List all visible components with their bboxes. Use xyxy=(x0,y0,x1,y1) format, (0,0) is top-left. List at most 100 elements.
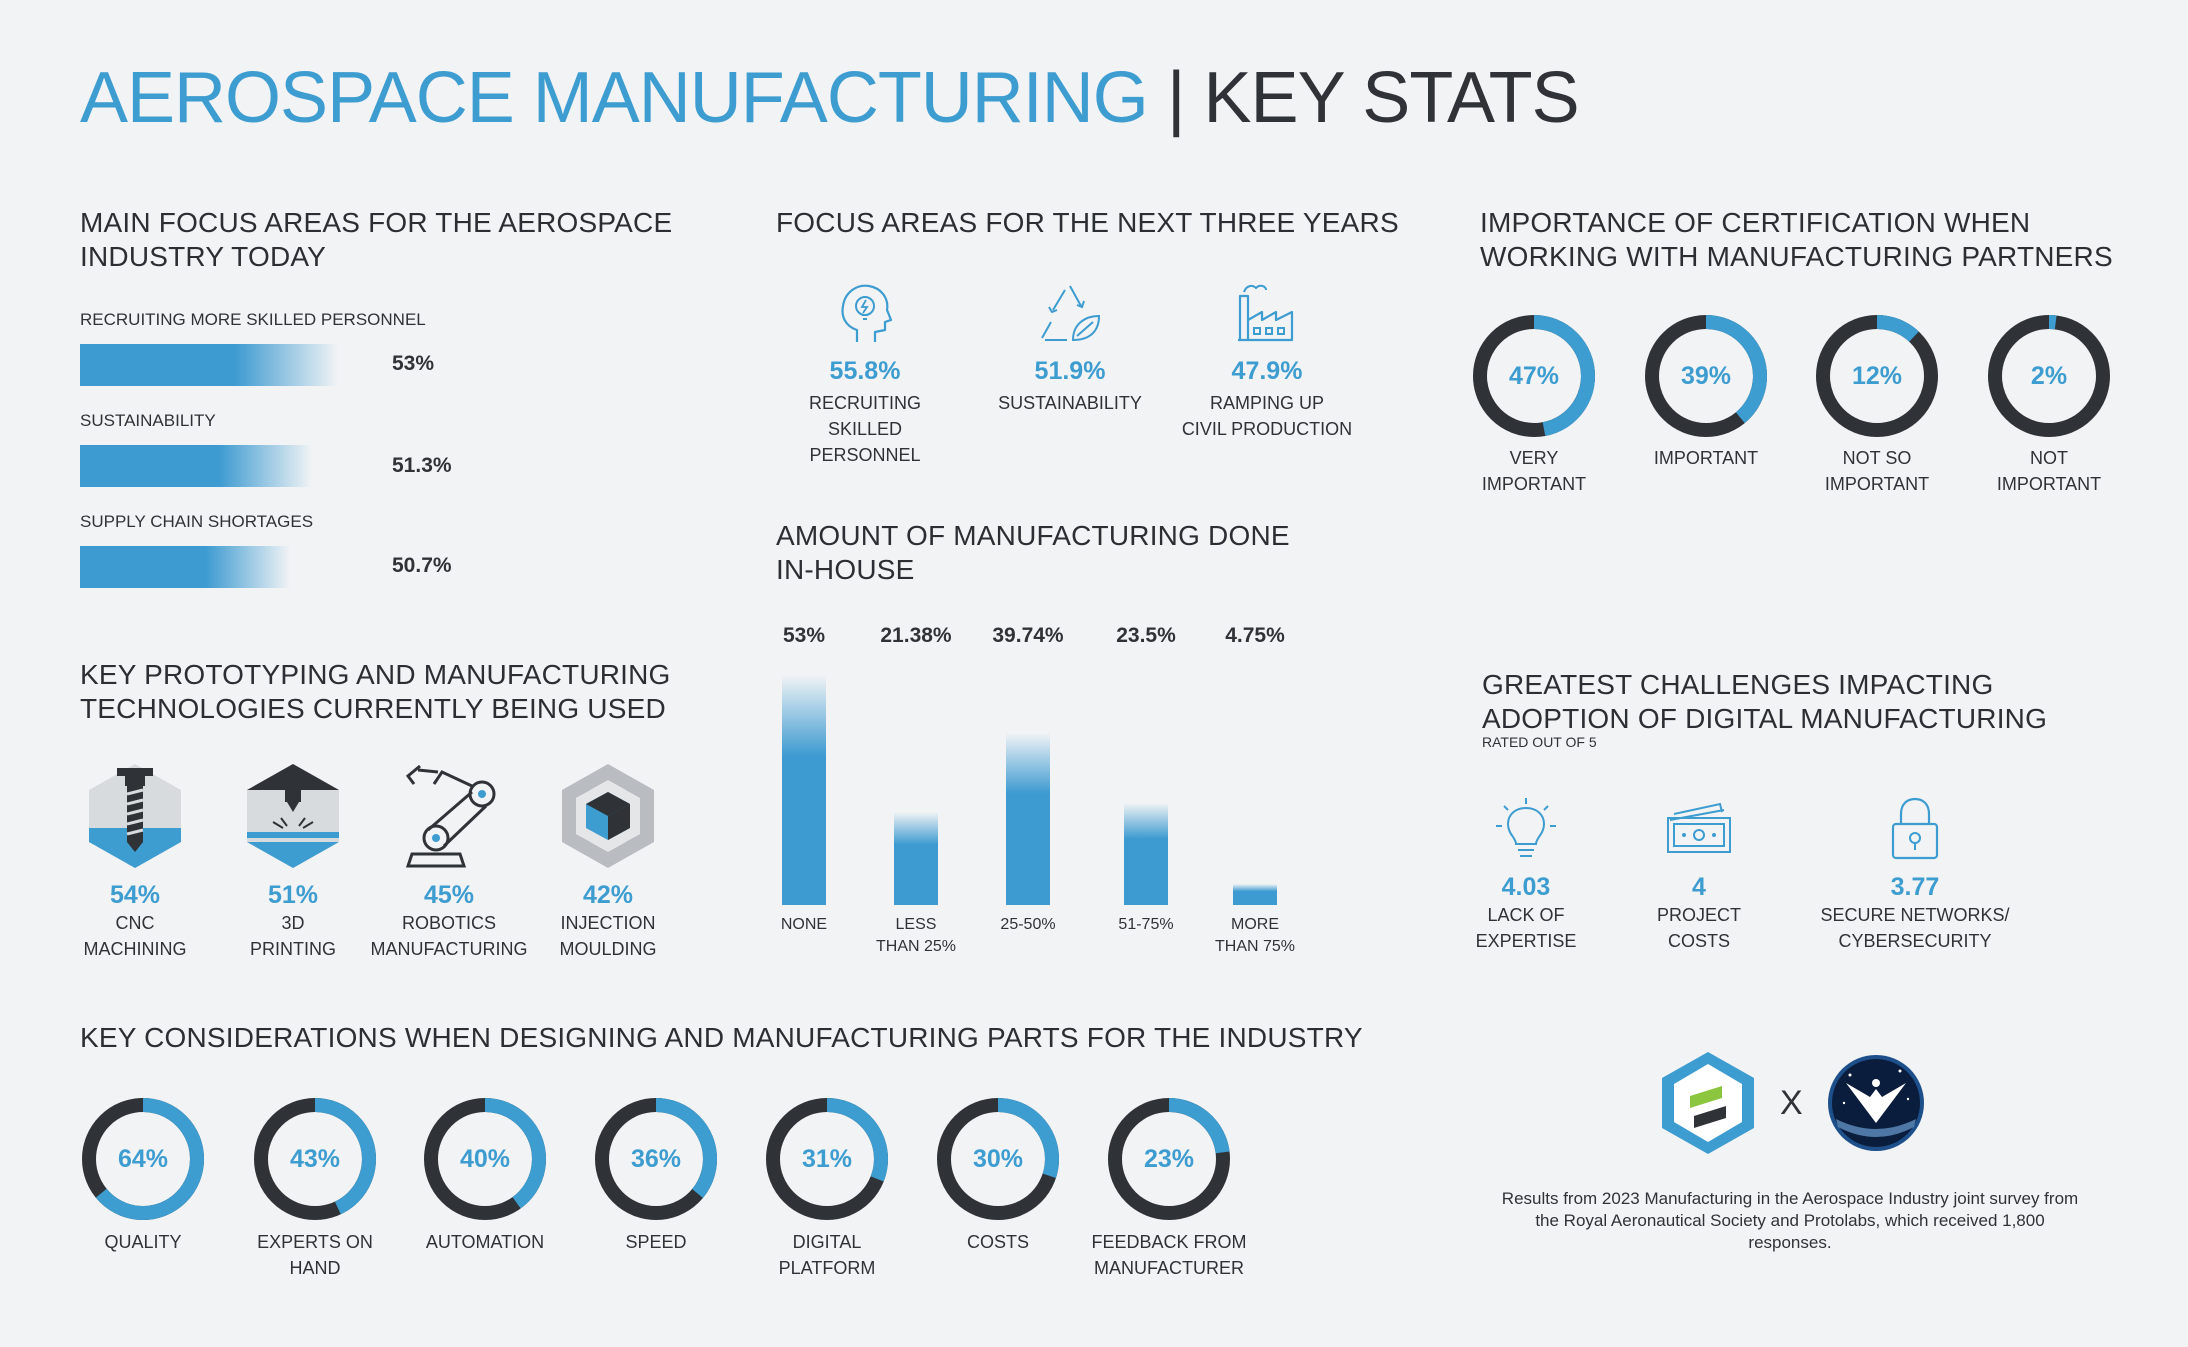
padlock-icon xyxy=(1891,797,1939,860)
certification-0-value: 47% xyxy=(1508,362,1560,390)
money-icon xyxy=(1667,802,1731,853)
tech-item-robotics: 45% ROBOTICS MANUFACTURING xyxy=(364,762,534,962)
technologies-heading: KEY PROTOTYPING AND MANUFACTURING TECHNO… xyxy=(80,659,671,724)
challenge-item-expertise: 4.03 LACK OF EXPERTISE xyxy=(1446,796,1606,954)
consideration-5-arc xyxy=(937,1098,1059,1220)
focus-today-bar-1 xyxy=(80,344,338,386)
inhouse-bar-1 xyxy=(894,812,938,905)
consideration-1-donut: 43% xyxy=(252,1096,378,1222)
focus-today-value-3: 50.7% xyxy=(392,554,452,577)
consideration-2-caption: AUTOMATION xyxy=(425,1232,545,1252)
consideration-2-arc xyxy=(424,1098,546,1220)
certification-3-value: 2% xyxy=(2030,362,2068,390)
tech-item-3d-printing: 51% 3D PRINTING xyxy=(218,762,368,962)
consideration-5-caption: COSTS xyxy=(966,1232,1029,1252)
challenges-note: RATED OUT OF 5 xyxy=(1482,734,1597,750)
protolabs-logo xyxy=(1660,1050,1756,1161)
inhouse-heading: AMOUNT OF MANUFACTURING DONE IN-HOUSE xyxy=(776,520,1290,585)
inhouse-value-label-2: 39.74% xyxy=(992,624,1064,647)
consideration-1-caption: EXPERTS ON HAND xyxy=(257,1232,373,1278)
focus-next-item-3: 47.9% RAMPING UP CIVIL PRODUCTION xyxy=(1177,280,1357,442)
cnc-drill-icon xyxy=(89,764,181,868)
consideration-4-caption: DIGITAL PLATFORM xyxy=(778,1232,876,1278)
lightbulb-head-icon xyxy=(841,284,893,342)
footer-note: Results from 2023 Manufacturing in the A… xyxy=(1501,1189,2079,1252)
certification-2-donut: 12% xyxy=(1814,313,1940,439)
inhouse-bar-4 xyxy=(1233,884,1277,905)
focus-next-heading: FOCUS AREAS FOR THE NEXT THREE YEARS xyxy=(776,207,1399,238)
certification-1-caption: IMPORTANT xyxy=(1653,448,1759,468)
consideration-3-value: 36% xyxy=(630,1145,682,1173)
inhouse-category-0: NONE xyxy=(780,916,828,933)
focus-today-value-1: 53% xyxy=(392,352,435,375)
consideration-3-caption: SPEED xyxy=(625,1232,687,1252)
logo-cross: X xyxy=(1780,1084,1803,1122)
inhouse-bar-0 xyxy=(782,675,826,905)
certification-2-arc xyxy=(1816,315,1938,437)
inhouse-category-1: LESS THAN 25% xyxy=(875,916,957,955)
consideration-1-value: 43% xyxy=(289,1145,341,1173)
inhouse-category-4: MORE THAN 75% xyxy=(1214,916,1296,955)
injection-mould-icon xyxy=(562,764,654,868)
consideration-5-donut: 30% xyxy=(935,1096,1061,1222)
certification-1-arc xyxy=(1645,315,1767,437)
focus-next-item-2: 51.9% SUSTAINABILITY xyxy=(980,280,1160,416)
certification-3-arc xyxy=(1988,315,2110,437)
focus-today-label-3: SUPPLY CHAIN SHORTAGES xyxy=(80,512,314,531)
focus-today-bar-2 xyxy=(80,445,312,487)
certification-0-caption: VERY IMPORTANT xyxy=(1481,448,1587,494)
certification-3-donut: 2% xyxy=(1986,313,2112,439)
consideration-0-caption: QUALITY xyxy=(104,1232,182,1252)
inhouse-category-3: 51-75% xyxy=(1118,916,1174,933)
title-sub: KEY STATS xyxy=(1203,58,1580,138)
consideration-6-donut: 23% xyxy=(1106,1096,1232,1222)
considerations-heading: KEY CONSIDERATIONS WHEN DESIGNING AND MA… xyxy=(80,1022,1363,1053)
consideration-4-value: 31% xyxy=(801,1145,853,1173)
focus-today-label-1: RECRUITING MORE SKILLED PERSONNEL xyxy=(80,310,426,329)
raes-logo xyxy=(1826,1053,1926,1158)
factory-icon xyxy=(1238,284,1294,342)
lightbulb-icon xyxy=(1496,798,1556,857)
certification-1-value: 39% xyxy=(1680,362,1732,390)
consideration-6-value: 23% xyxy=(1143,1145,1195,1173)
consideration-2-value: 40% xyxy=(459,1145,511,1173)
consideration-6-caption: FEEDBACK FROM MANUFACTURER xyxy=(1091,1232,1247,1278)
consideration-0-donut: 64% xyxy=(80,1096,206,1222)
consideration-3-arc xyxy=(595,1098,717,1220)
consideration-3-donut: 36% xyxy=(593,1096,719,1222)
tech-item-cnc: 54% CNC MACHINING xyxy=(60,762,210,962)
focus-today-value-2: 51.3% xyxy=(392,454,452,477)
title-separator: | xyxy=(1166,58,1186,138)
inhouse-value-label-4: 4.75% xyxy=(1225,624,1285,647)
certification-0-arc xyxy=(1473,315,1595,437)
tech-item-injection-moulding: 42% INJECTION MOULDING xyxy=(533,762,683,962)
inhouse-category-2: 25-50% xyxy=(1000,916,1056,933)
title-main: AEROSPACE MANUFACTURING xyxy=(80,58,1149,138)
challenge-item-cybersecurity: 3.77 SECURE NETWORKS/ CYBERSECURITY xyxy=(1810,796,2020,954)
certification-0-donut: 47% xyxy=(1471,313,1597,439)
recycle-leaf-icon xyxy=(1041,285,1101,342)
inhouse-bar-2 xyxy=(1006,732,1050,905)
page-title: AEROSPACE MANUFACTURING | KEY STATS xyxy=(80,62,1580,134)
inhouse-value-label-1: 21.38% xyxy=(880,624,952,647)
certification-1-donut: 39% xyxy=(1643,313,1769,439)
focus-today-heading: MAIN FOCUS AREAS FOR THE AEROSPACE INDUS… xyxy=(80,207,673,272)
focus-today-label-2: SUSTAINABILITY xyxy=(80,411,216,430)
consideration-5-value: 30% xyxy=(972,1145,1024,1173)
focus-today-bar-3 xyxy=(80,546,290,588)
consideration-2-donut: 40% xyxy=(422,1096,548,1222)
consideration-0-value: 64% xyxy=(117,1145,169,1173)
consideration-1-arc xyxy=(254,1098,376,1220)
focus-next-item-1: 55.8% RECRUITING SKILLED PERSONNEL xyxy=(775,280,955,468)
challenge-item-costs: 4 PROJECT COSTS xyxy=(1619,796,1779,954)
robot-arm-icon xyxy=(405,764,496,868)
inhouse-bar-3 xyxy=(1124,803,1168,905)
3d-printer-icon xyxy=(247,764,339,868)
consideration-0-arc xyxy=(82,1098,204,1220)
inhouse-value-label-0: 53% xyxy=(782,624,826,647)
consideration-6-arc xyxy=(1108,1098,1230,1220)
consideration-4-arc xyxy=(766,1098,888,1220)
certification-3-caption: NOT IMPORTANT xyxy=(1996,448,2102,494)
certification-2-caption: NOT SO IMPORTANT xyxy=(1824,448,1930,494)
inhouse-value-label-3: 23.5% xyxy=(1116,624,1176,647)
